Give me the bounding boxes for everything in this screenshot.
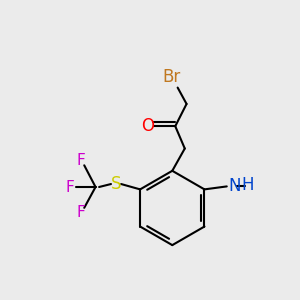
Text: S: S [110, 175, 121, 193]
Text: O: O [141, 117, 154, 135]
Text: Br: Br [162, 68, 180, 86]
Text: F: F [77, 153, 85, 168]
Text: F: F [77, 205, 85, 220]
Text: F: F [66, 179, 75, 194]
Text: N: N [228, 177, 240, 195]
Text: H: H [241, 176, 254, 194]
